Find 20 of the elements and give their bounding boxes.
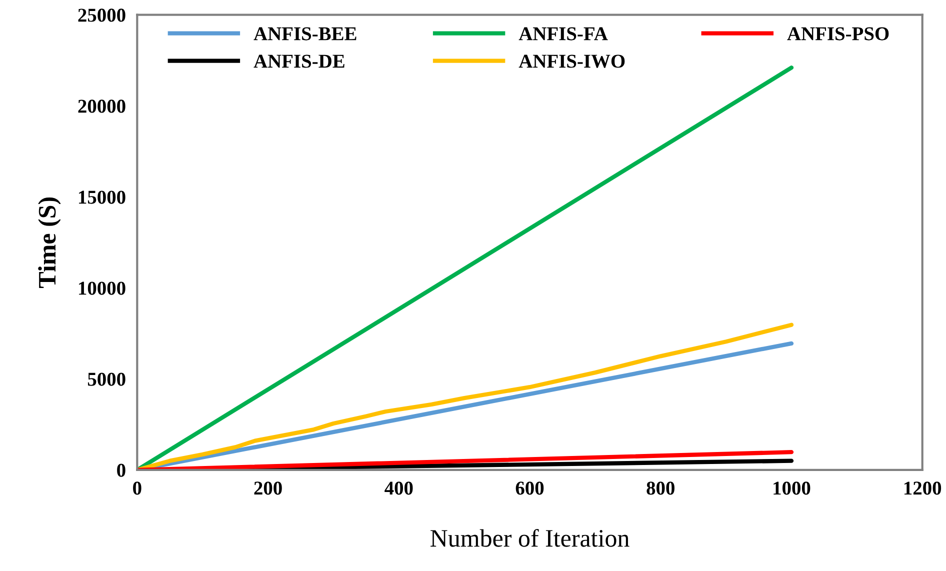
x-axis-title: Number of Iteration	[430, 528, 630, 547]
y-tick-label: 10000	[79, 282, 126, 295]
x-tick-label: 800	[646, 482, 674, 495]
y-tick-label: 0	[117, 464, 126, 477]
x-tick-label: 400	[384, 482, 413, 495]
x-tick-label: 0	[133, 482, 142, 495]
legend-label: ANFIS-PSO	[787, 27, 889, 40]
x-tick-label: 1200	[904, 482, 942, 495]
x-tick-label: 200	[254, 482, 282, 495]
x-tick-label: 600	[516, 482, 544, 495]
legend-label: ANFIS-BEE	[254, 27, 356, 40]
y-tick-label: 20000	[78, 100, 126, 113]
legend-label: ANFIS-IWO	[518, 54, 625, 68]
y-tick-label: 5000	[88, 372, 126, 386]
x-tick-label: 1000	[774, 482, 810, 495]
y-tick-label: 15000	[79, 190, 126, 204]
legend-label: ANFIS-FA	[518, 27, 608, 40]
y-axis-title: Time (S)	[38, 198, 61, 288]
y-tick-label: 25000	[78, 8, 126, 22]
legend-label: ANFIS-DE	[254, 54, 344, 68]
